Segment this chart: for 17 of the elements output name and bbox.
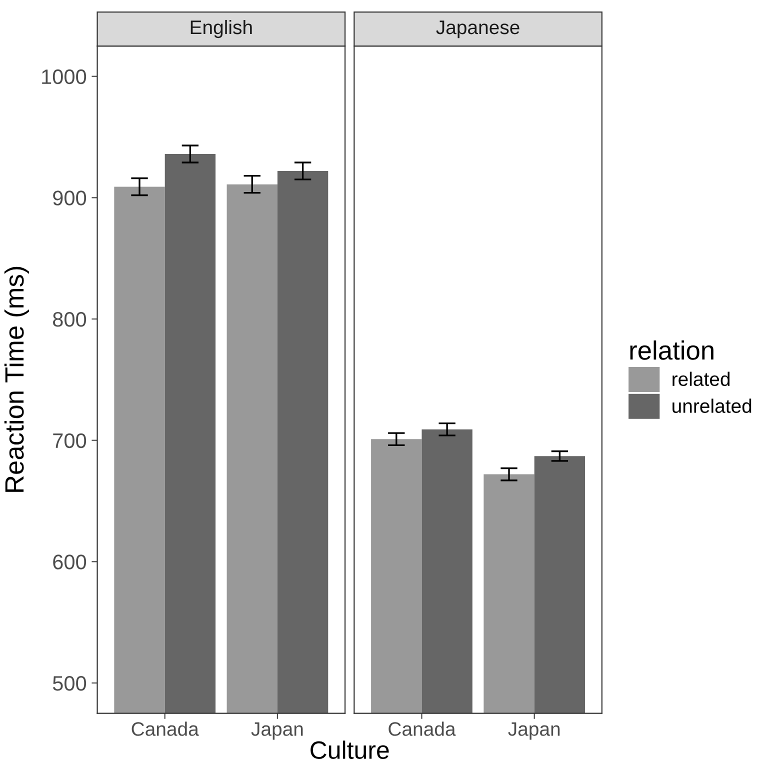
chart-title: Japanese — [436, 20, 520, 38]
x-tick-label: Japan — [251, 722, 303, 740]
y-tick-label: 600 — [53, 554, 86, 570]
y-tick-label: 1000 — [42, 69, 86, 84]
legend-label: related — [672, 372, 730, 386]
y-tick-label: 900 — [53, 190, 86, 206]
chart-title: English — [190, 20, 252, 38]
legend-title: relation — [630, 340, 714, 360]
y-axis-title: Reaction Time (ms) — [4, 266, 30, 492]
x-axis-title: Culture — [310, 740, 389, 759]
legend-label: unrelated — [672, 398, 752, 413]
x-tick-label: Canada — [132, 722, 199, 736]
y-tick-label: 800 — [53, 312, 86, 327]
y-tick-label: 700 — [53, 433, 86, 448]
x-tick-label: Japan — [508, 722, 560, 740]
y-tick-label: 500 — [52, 676, 86, 691]
x-tick-label: Canada — [388, 722, 456, 736]
